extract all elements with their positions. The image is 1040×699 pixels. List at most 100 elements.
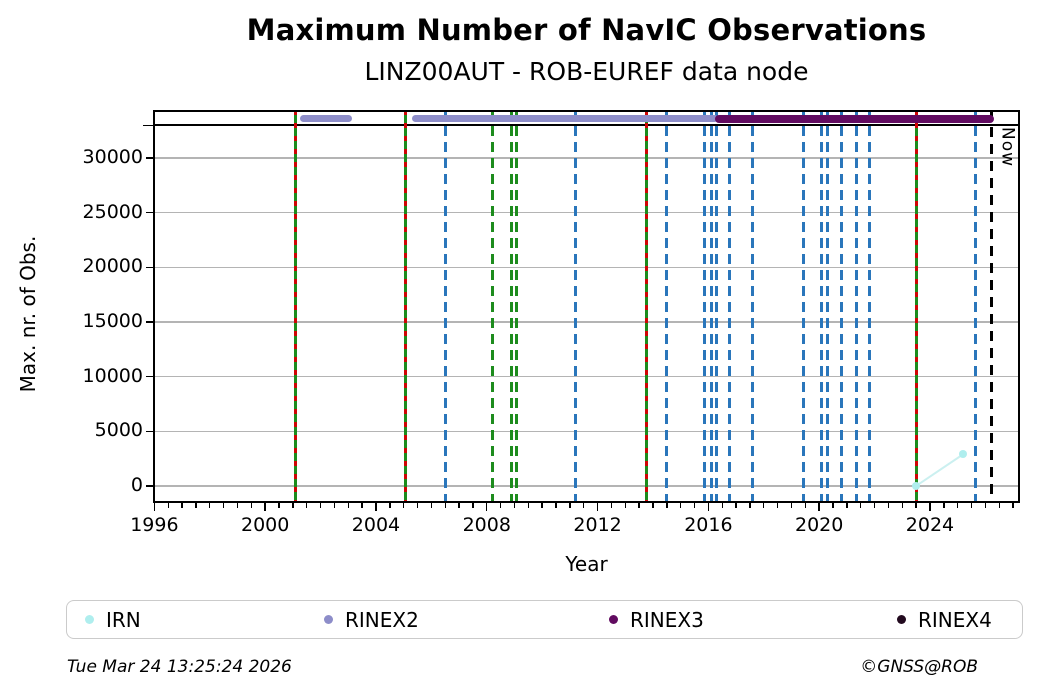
legend-label: IRN (106, 607, 141, 632)
x-tick-minor (956, 503, 959, 508)
x-tick-minor (749, 503, 751, 508)
legend-item-rinex3: RINEX3 (609, 601, 704, 638)
y-tick (146, 266, 153, 269)
y-tick-label: 25000 (82, 200, 143, 223)
series-irn-point (959, 450, 968, 459)
series-rinex2-segment (411, 115, 719, 123)
event-line-blue (751, 110, 755, 503)
x-tick-minor (402, 503, 405, 508)
x-tick-label: 2016 (684, 514, 733, 536)
legend-marker-irn (85, 615, 94, 624)
chart-title: Maximum Number of NavIC Observations (246, 13, 927, 47)
now-line (990, 110, 994, 503)
timestamp: Tue Mar 24 13:25:24 2026 (67, 657, 292, 677)
gridline (153, 266, 1020, 268)
x-tick-minor (887, 503, 890, 508)
chart-subtitle: LINZ00AUT - ROB-EUREF data node (364, 57, 809, 86)
copyright-label: ©GNSS@ROB (860, 657, 978, 677)
x-tick-minor (569, 503, 571, 508)
y-tick-label: 10000 (82, 364, 143, 387)
gridline (153, 212, 1020, 214)
x-tick-minor (430, 503, 433, 508)
x-tick-major (929, 503, 931, 511)
event-line-blue (820, 110, 824, 503)
x-tick-minor (721, 503, 723, 508)
x-tick-label: 2024 (905, 514, 955, 536)
x-tick-minor (735, 503, 737, 508)
gridline (153, 157, 1020, 159)
gridline (153, 485, 1020, 487)
x-tick-minor (679, 503, 682, 508)
x-tick-minor (416, 503, 419, 508)
event-line-blue (443, 110, 447, 503)
legend: IRN RINEX2 RINEX3 RINEX4 (66, 600, 1023, 639)
y-tick (146, 211, 153, 214)
legend-marker-rinex2 (324, 615, 333, 624)
x-tick-minor (652, 503, 654, 508)
y-tick (146, 485, 153, 487)
x-tick-label: 2000 (240, 514, 290, 536)
x-tick-minor (1012, 503, 1014, 508)
x-tick-minor (499, 503, 502, 508)
x-tick-label: 2008 (462, 514, 511, 536)
x-tick-minor (222, 503, 225, 508)
event-line-green (490, 110, 494, 503)
y-tick-label: 30000 (82, 146, 143, 168)
series-rinex3-segment (715, 114, 994, 123)
legend-item-rinex4: RINEX4 (897, 601, 992, 638)
x-tick-minor (319, 503, 322, 508)
x-tick-major (707, 503, 710, 511)
y-axis-label: Max. nr. of Obs. (16, 235, 40, 393)
x-tick-minor (943, 503, 945, 508)
event-line-blue (573, 110, 577, 503)
x-tick-minor (292, 503, 294, 508)
x-tick-minor (984, 503, 987, 508)
series-rinex2-segment (300, 115, 353, 123)
x-tick-major (375, 503, 377, 511)
event-line-blue (709, 110, 713, 503)
legend-marker-rinex3 (609, 615, 618, 624)
event-line-red-green (403, 110, 407, 503)
x-tick-minor (583, 503, 585, 508)
x-tick-minor (610, 503, 613, 508)
x-tick-minor (915, 503, 917, 508)
x-tick-minor (250, 503, 253, 508)
gridline (153, 430, 1020, 432)
gridline (153, 321, 1020, 323)
x-axis-label: Year (565, 552, 608, 576)
x-tick-minor (333, 503, 336, 508)
x-tick-major (486, 503, 488, 511)
reference-tick (143, 124, 153, 126)
x-tick-minor (472, 503, 474, 508)
x-tick-minor (901, 503, 903, 508)
x-tick-minor (236, 503, 239, 508)
x-tick-minor (970, 503, 973, 508)
x-tick-minor (527, 503, 530, 508)
x-tick-minor (804, 503, 807, 508)
series-irn-line (915, 453, 964, 487)
now-label: Now (997, 127, 1018, 168)
x-tick-minor (209, 503, 211, 508)
x-tick-minor (873, 503, 876, 508)
x-tick-minor (306, 503, 308, 508)
x-tick-major (153, 503, 156, 511)
x-tick-label: 2004 (351, 514, 401, 536)
y-tick (146, 430, 153, 433)
x-tick-major (264, 503, 266, 511)
y-tick-label: 20000 (82, 255, 143, 278)
x-tick-minor (693, 503, 696, 508)
x-tick-minor (998, 503, 1000, 508)
y-tick (146, 375, 153, 378)
event-line-green (510, 110, 514, 503)
x-tick-minor (444, 503, 446, 508)
event-line-blue (727, 110, 731, 503)
x-tick-minor (389, 503, 391, 508)
x-tick-minor (347, 503, 349, 508)
x-tick-minor (776, 503, 779, 508)
x-tick-minor (458, 503, 460, 508)
x-tick-major (596, 503, 599, 511)
event-line-red-green (914, 110, 918, 503)
y-tick (146, 157, 153, 159)
event-line-blue (665, 110, 669, 503)
